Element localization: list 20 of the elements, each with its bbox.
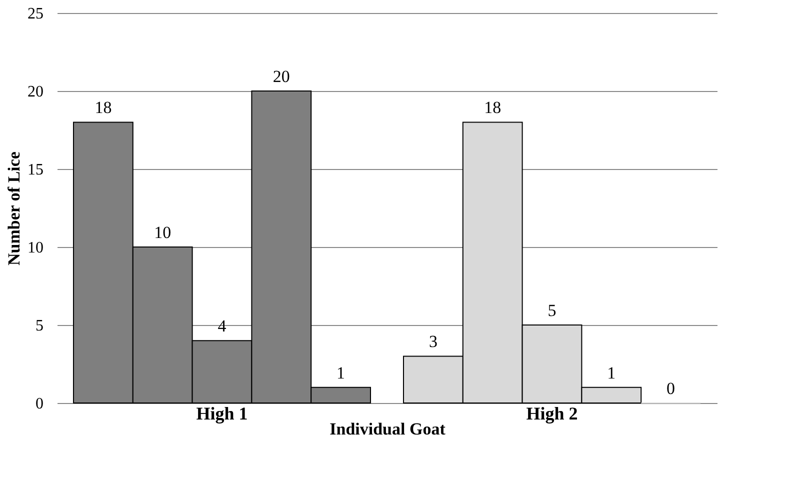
y-tick-label: 25: [28, 6, 44, 22]
data-label: 18: [94, 98, 112, 118]
data-label: 18: [484, 98, 502, 118]
y-tick-label: 0: [36, 396, 44, 412]
data-label: 20: [272, 67, 290, 86]
data-label: 1: [336, 363, 346, 382]
y-tick-label: 15: [28, 162, 44, 178]
data-label: 5: [548, 301, 556, 320]
x-tick-label: High 2: [526, 404, 578, 424]
data-label: 10: [154, 223, 172, 242]
x-tick-label: High 1: [196, 404, 248, 424]
data-label: 0: [666, 379, 676, 398]
y-tick-label: 20: [28, 84, 44, 100]
y-tick-label: 10: [28, 240, 44, 256]
y-axis-title: Number of Lice: [4, 151, 24, 266]
data-label: 4: [218, 316, 227, 336]
x-axis-title: Individual Goat: [330, 420, 446, 438]
data-label: 1: [607, 363, 616, 382]
y-tick-label: 5: [36, 318, 44, 334]
data-label: 3: [428, 332, 438, 352]
